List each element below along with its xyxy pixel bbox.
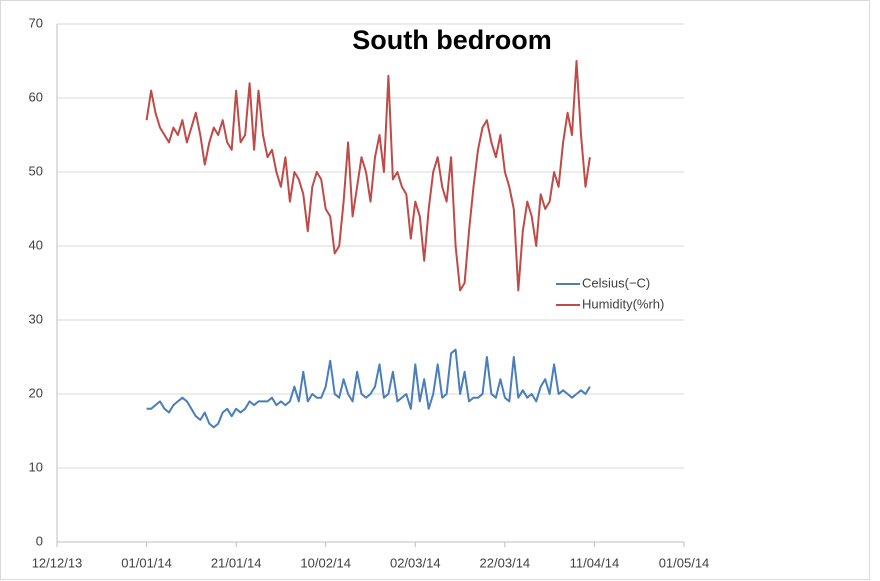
- series-line: [145, 60, 591, 292]
- x-tick-label: 02/03/14: [390, 555, 441, 570]
- chart-title: South bedroom: [352, 25, 551, 55]
- legend-label: Celsius(−C): [582, 275, 650, 290]
- y-tick-label: 0: [36, 533, 43, 548]
- x-tick-label: 10/02/14: [300, 555, 351, 570]
- x-tick-label: 21/01/14: [211, 555, 262, 570]
- y-tick-label: 50: [29, 163, 43, 178]
- x-tick-label: 12/12/13: [32, 555, 83, 570]
- x-tick-label: 01/01/14: [121, 555, 172, 570]
- y-tick-label: 10: [29, 459, 43, 474]
- x-tick-label: 11/04/14: [570, 555, 620, 570]
- y-tick-label: 60: [29, 89, 43, 104]
- y-tick-label: 30: [29, 311, 43, 326]
- legend-label: Humidity(%rh): [582, 296, 664, 311]
- y-tick-label: 40: [29, 237, 43, 252]
- series-line: [146, 348, 591, 429]
- x-tick-label: 01/05/14: [659, 555, 710, 570]
- x-tick-label: 22/03/14: [480, 555, 531, 570]
- y-tick-label: 70: [29, 15, 43, 30]
- y-tick-label: 20: [29, 385, 43, 400]
